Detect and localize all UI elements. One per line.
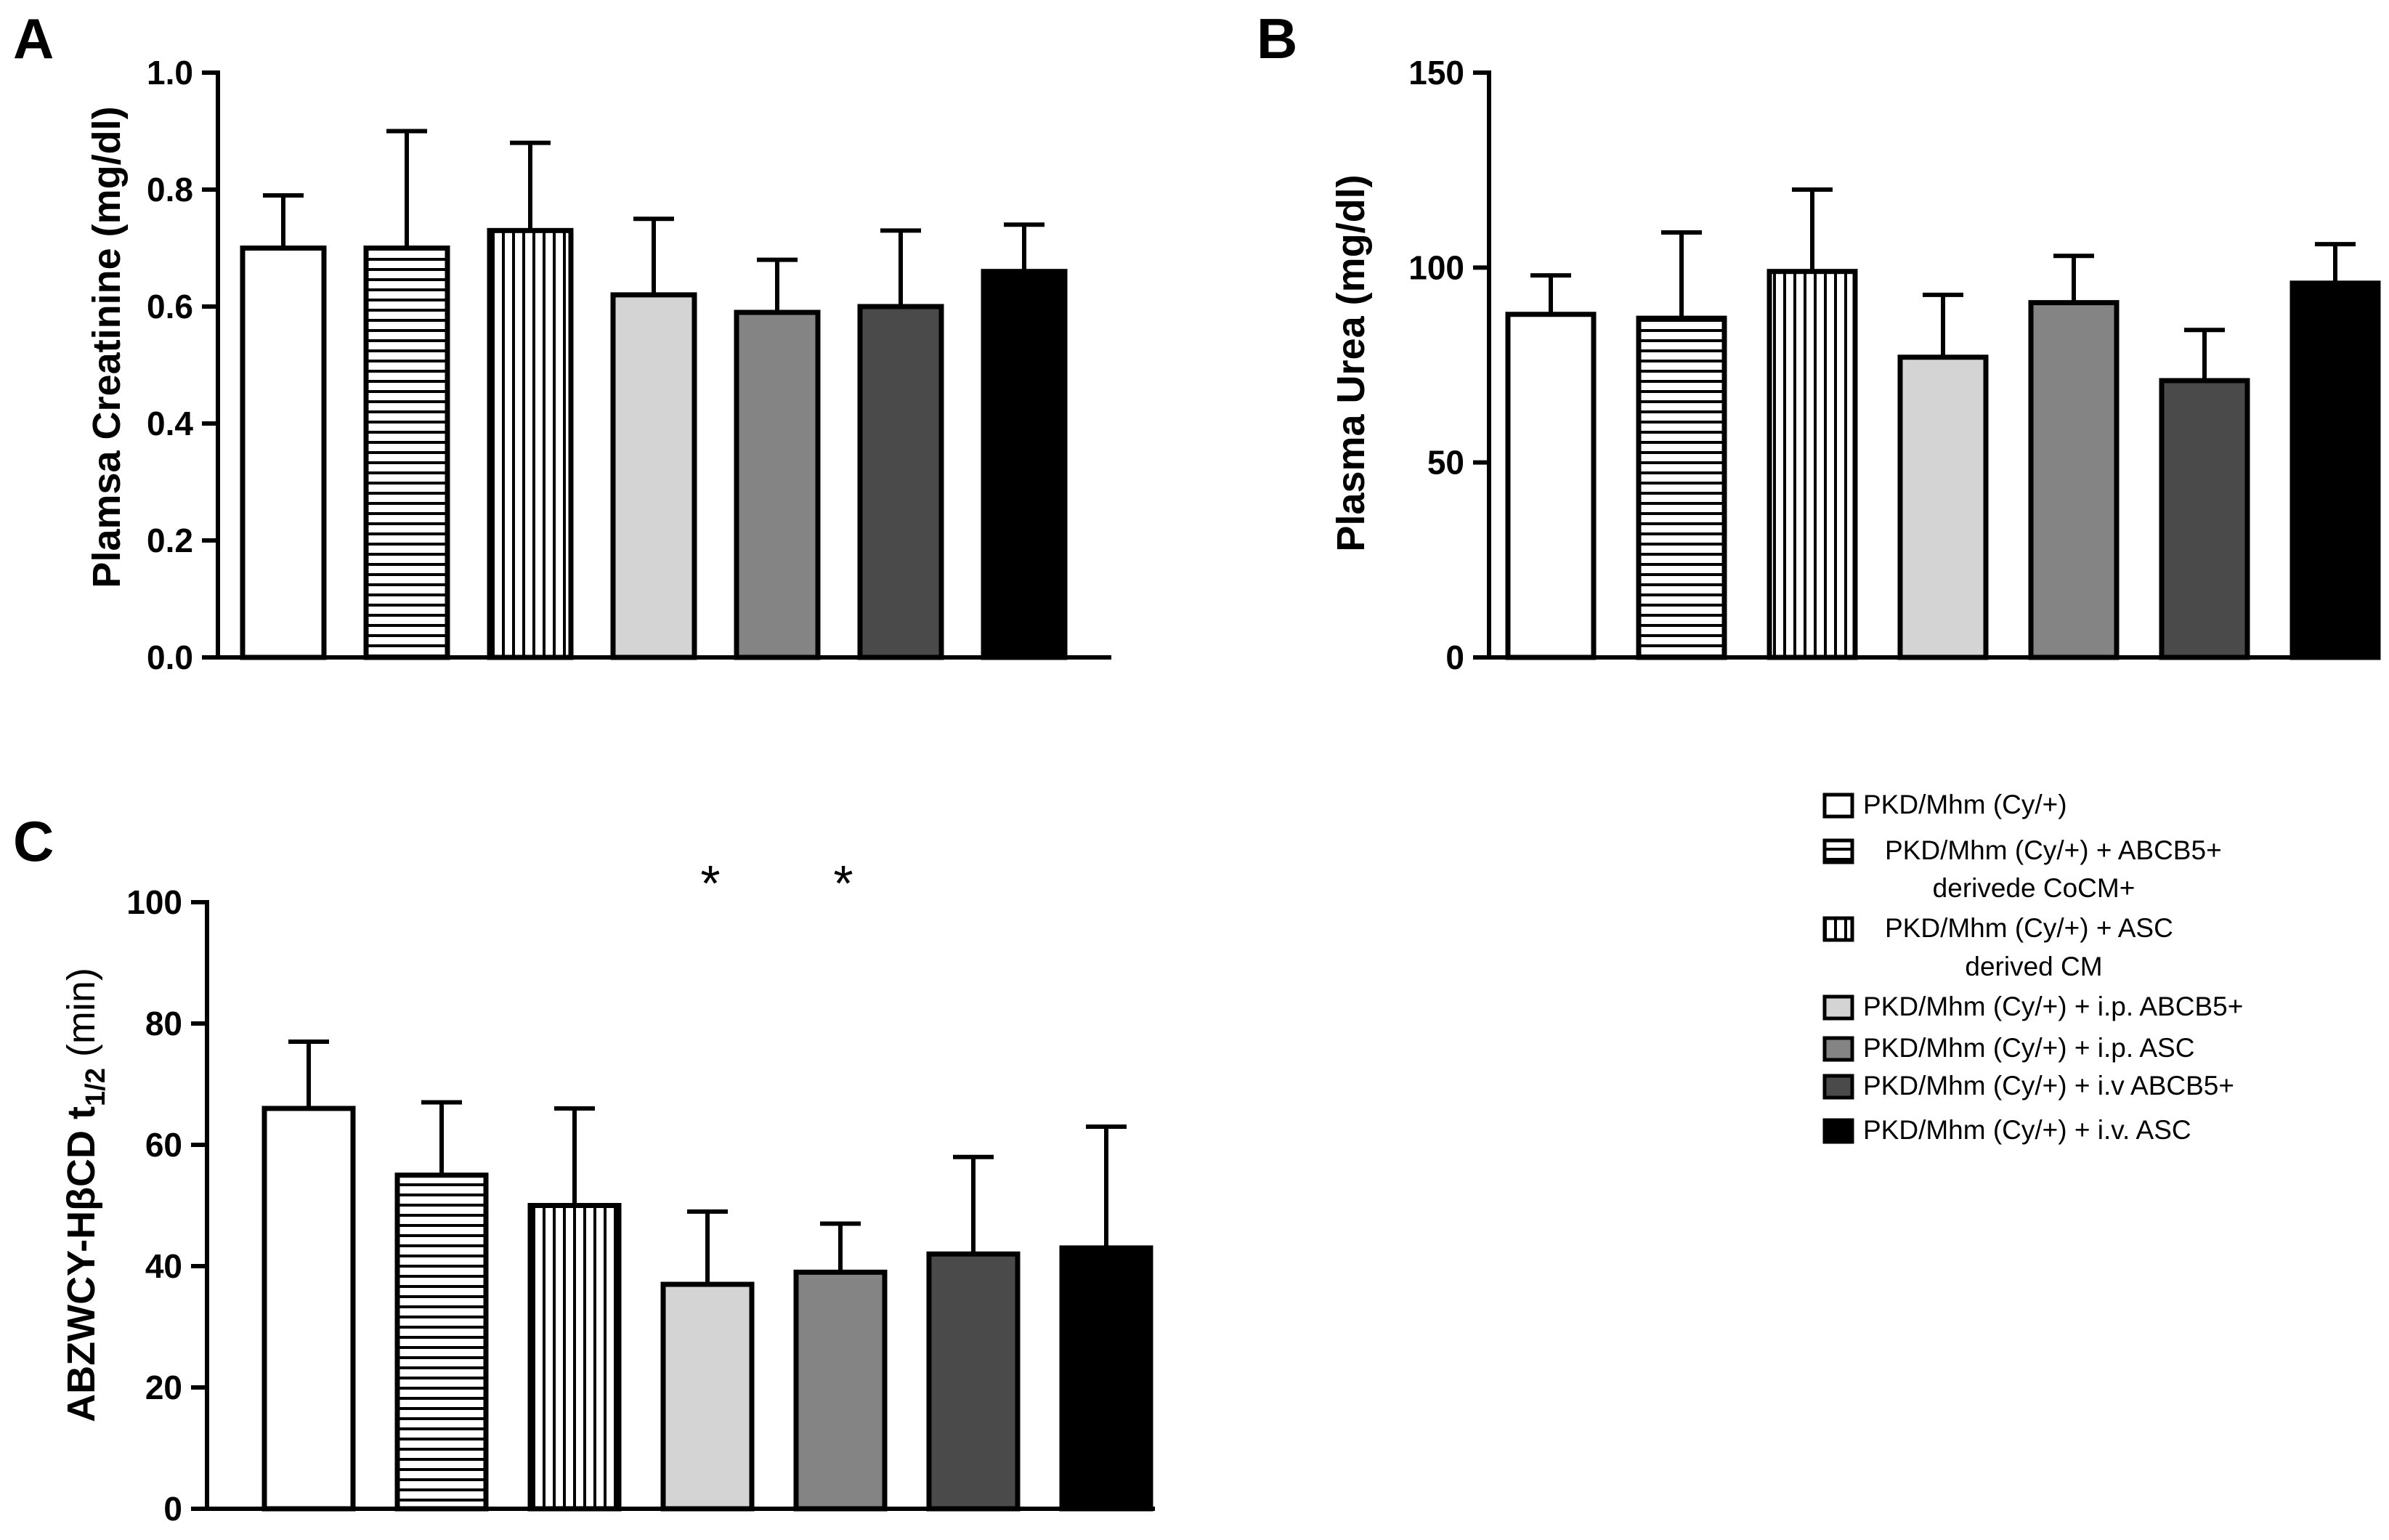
y-tick-label: 40 xyxy=(145,1247,182,1285)
bar-b-2 xyxy=(1636,315,1727,660)
bar-b-4 xyxy=(1897,354,1989,660)
legend-swatch xyxy=(1822,1118,1854,1144)
bar-b-6 xyxy=(2159,378,2250,660)
bar-a-1 xyxy=(240,246,327,660)
y-tick-label: 0 xyxy=(1445,639,1464,676)
bar-b-1 xyxy=(1505,312,1597,660)
bar-a-3 xyxy=(487,227,574,660)
bar-b-5 xyxy=(2028,300,2120,660)
bar-c-3 xyxy=(527,1203,622,1512)
y-axis-label-a: Plamsa Creatinine (mg/dl) xyxy=(85,106,129,588)
y-tick-label: 0.0 xyxy=(147,639,193,676)
bar-a-6 xyxy=(857,304,944,660)
y-tick-label: 50 xyxy=(1427,444,1464,482)
y-tick-label: 150 xyxy=(1408,54,1464,92)
chart-panel-c: 0 20 40 60 80 100 * * xyxy=(126,855,1155,1528)
panel-letter-a: A xyxy=(13,7,54,70)
y-tick-label: 0 xyxy=(163,1490,182,1528)
y-tick-label: 100 xyxy=(1408,248,1464,286)
bar-c-1 xyxy=(261,1106,356,1512)
y-tick-label: 100 xyxy=(126,883,182,921)
bar-a-2 xyxy=(363,246,450,660)
bar-a-5 xyxy=(734,309,821,660)
legend-label: PKD/Mhm (Cy/+) + i.p. ASC xyxy=(1863,1033,2194,1063)
legend-label: PKD/Mhm (Cy/+) + i.v ABCB5+ xyxy=(1863,1071,2234,1101)
y-tick-label: 60 xyxy=(145,1126,182,1164)
legend-item-4: PKD/Mhm (Cy/+) + i.p. ABCB5+ xyxy=(1822,992,2243,1021)
bar-c-7 xyxy=(1059,1245,1153,1512)
y-tick-label: 20 xyxy=(145,1369,182,1406)
bar-b-3 xyxy=(1767,269,1858,660)
legend-item-6: PKD/Mhm (Cy/+) + i.v ABCB5+ xyxy=(1822,1071,2234,1101)
y-tick-label: 0.8 xyxy=(147,171,193,208)
y-tick-label: 1.0 xyxy=(147,54,193,92)
legend-item-2: PKD/Mhm (Cy/+) + ABCB5+ derivede CoCM+ xyxy=(1822,835,2222,903)
chart-panel-a: 0.0 0.2 0.4 0.6 0.8 1.0 xyxy=(147,54,1111,676)
bar-b-7 xyxy=(2289,280,2381,660)
legend-label-line2: derived CM xyxy=(1965,952,2102,981)
y-axis-label-c-sub: 1/2 xyxy=(81,1068,111,1106)
y-tick-label: 0.4 xyxy=(147,405,193,442)
significance-marker: * xyxy=(833,855,853,912)
legend: PKD/Mhm (Cy/+) PKD/Mhm (Cy/+) + ABCB5+ der… xyxy=(1822,790,2243,1145)
panel-letter-c: C xyxy=(13,809,54,873)
legend-swatch xyxy=(1822,793,1854,819)
legend-swatch xyxy=(1822,994,1854,1021)
bar-c-5 xyxy=(793,1269,888,1512)
legend-label: PKD/Mhm (Cy/+) + ABCB5+ xyxy=(1885,835,2222,865)
legend-swatch xyxy=(1822,916,1854,942)
legend-swatch xyxy=(1822,838,1854,864)
legend-swatch xyxy=(1822,1036,1854,1062)
y-tick-label: 80 xyxy=(145,1005,182,1042)
y-axis-label-b: Plasma Urea (mg/dl) xyxy=(1329,174,1373,551)
bar-a-7 xyxy=(981,269,1068,660)
bar-c-2 xyxy=(394,1172,489,1512)
legend-item-5: PKD/Mhm (Cy/+) + i.p. ASC xyxy=(1822,1033,2194,1063)
panel-letter-b: B xyxy=(1257,7,1297,70)
legend-label-line2: derivede CoCM+ xyxy=(1933,873,2136,903)
y-axis-label-c-main: ABZWCY-HβCD t xyxy=(60,1106,103,1422)
bar-a-4 xyxy=(610,292,697,660)
chart-panel-b: 0 50 100 150 xyxy=(1408,54,2381,676)
legend-label: PKD/Mhm (Cy/+) + ASC xyxy=(1885,913,2173,943)
y-tick-label: 0.2 xyxy=(147,522,193,559)
y-tick-label: 0.6 xyxy=(147,288,193,325)
bar-c-6 xyxy=(926,1251,1021,1512)
legend-swatch xyxy=(1822,1074,1854,1100)
bar-c-4 xyxy=(660,1281,755,1512)
legend-label: PKD/Mhm (Cy/+) + i.p. ABCB5+ xyxy=(1863,992,2243,1021)
legend-label: PKD/Mhm (Cy/+) xyxy=(1863,790,2067,819)
legend-label: PKD/Mhm (Cy/+) + i.v. ASC xyxy=(1863,1115,2191,1145)
legend-item-1: PKD/Mhm (Cy/+) xyxy=(1822,790,2067,819)
legend-item-7: PKD/Mhm (Cy/+) + i.v. ASC xyxy=(1822,1115,2191,1145)
y-axis-label-c: ABZWCY-HβCD t1/2 (min) xyxy=(60,968,111,1422)
legend-item-3: PKD/Mhm (Cy/+) + ASC derived CM xyxy=(1822,913,2173,981)
y-axis-label-c-unit: (min) xyxy=(60,968,103,1068)
significance-marker: * xyxy=(700,855,720,912)
